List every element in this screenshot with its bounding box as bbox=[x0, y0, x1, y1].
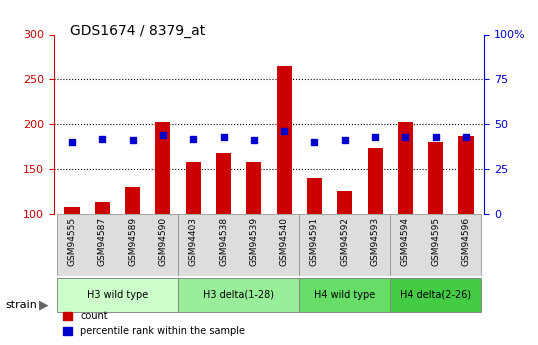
FancyBboxPatch shape bbox=[390, 214, 481, 276]
Text: GSM94596: GSM94596 bbox=[462, 217, 471, 266]
Text: H4 delta(2-26): H4 delta(2-26) bbox=[400, 290, 471, 300]
Bar bbox=[65, 207, 80, 304]
Point bbox=[341, 138, 349, 143]
Text: GSM94589: GSM94589 bbox=[128, 217, 137, 266]
FancyBboxPatch shape bbox=[299, 278, 390, 312]
Point bbox=[68, 139, 76, 145]
Text: GSM94587: GSM94587 bbox=[98, 217, 107, 266]
Point bbox=[219, 134, 228, 139]
Point bbox=[98, 136, 107, 141]
Text: H3 wild type: H3 wild type bbox=[87, 290, 148, 300]
Text: H4 wild type: H4 wild type bbox=[314, 290, 376, 300]
Bar bbox=[337, 191, 352, 304]
Text: strain: strain bbox=[5, 300, 37, 310]
Point bbox=[128, 138, 137, 143]
Bar bbox=[95, 202, 110, 304]
Point bbox=[280, 129, 288, 134]
FancyBboxPatch shape bbox=[390, 278, 481, 312]
FancyBboxPatch shape bbox=[178, 214, 299, 276]
FancyBboxPatch shape bbox=[57, 278, 178, 312]
Bar bbox=[458, 136, 473, 304]
Point bbox=[401, 134, 410, 139]
Text: H3 delta(1-28): H3 delta(1-28) bbox=[203, 290, 274, 300]
Text: GSM94594: GSM94594 bbox=[401, 217, 410, 266]
FancyBboxPatch shape bbox=[57, 214, 178, 276]
Text: GSM94538: GSM94538 bbox=[219, 217, 228, 266]
Point bbox=[159, 132, 167, 138]
Bar bbox=[428, 142, 443, 304]
Text: ▶: ▶ bbox=[39, 299, 48, 312]
Point bbox=[189, 136, 197, 141]
Text: GSM94595: GSM94595 bbox=[431, 217, 440, 266]
Bar bbox=[246, 162, 261, 304]
Bar bbox=[155, 121, 171, 304]
Point bbox=[310, 139, 319, 145]
Text: GSM94539: GSM94539 bbox=[249, 217, 258, 266]
Text: GSM94593: GSM94593 bbox=[371, 217, 380, 266]
Legend: count, percentile rank within the sample: count, percentile rank within the sample bbox=[59, 307, 249, 340]
Text: GSM94592: GSM94592 bbox=[340, 217, 349, 266]
Text: GSM94403: GSM94403 bbox=[189, 217, 198, 266]
Bar bbox=[398, 121, 413, 304]
Point bbox=[371, 134, 379, 139]
Bar bbox=[216, 153, 231, 304]
Text: GSM94540: GSM94540 bbox=[280, 217, 289, 266]
Bar bbox=[125, 187, 140, 304]
Point bbox=[431, 134, 440, 139]
Text: GDS1674 / 8379_at: GDS1674 / 8379_at bbox=[70, 24, 205, 38]
Text: GSM94591: GSM94591 bbox=[310, 217, 319, 266]
FancyBboxPatch shape bbox=[178, 278, 299, 312]
Bar bbox=[307, 178, 322, 304]
Bar bbox=[186, 162, 201, 304]
Bar bbox=[277, 66, 292, 304]
Text: GSM94555: GSM94555 bbox=[67, 217, 76, 266]
Text: GSM94590: GSM94590 bbox=[158, 217, 167, 266]
Point bbox=[462, 134, 470, 139]
FancyBboxPatch shape bbox=[299, 214, 390, 276]
Point bbox=[250, 138, 258, 143]
Bar bbox=[367, 148, 383, 304]
